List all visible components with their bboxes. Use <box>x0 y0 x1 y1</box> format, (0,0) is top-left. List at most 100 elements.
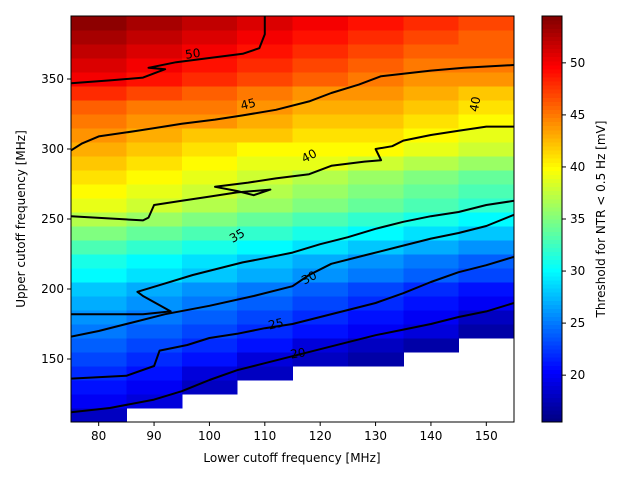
colorbar-segment <box>542 166 562 171</box>
contour-label: 35 <box>227 226 247 246</box>
heatmap-cell <box>403 324 460 339</box>
heatmap-cell <box>237 226 294 241</box>
colorbar-segment <box>542 28 562 33</box>
heatmap-cell <box>403 198 460 213</box>
heatmap-cell <box>126 128 183 143</box>
heatmap-cell <box>458 30 514 45</box>
heatmap-cell <box>181 366 238 381</box>
heatmap-cell <box>403 44 460 59</box>
colorbar-segment <box>542 255 562 261</box>
heatmap-cell <box>237 296 294 311</box>
heatmap-cell <box>403 226 460 241</box>
heatmap-cell <box>292 170 349 185</box>
x-tick-label: 100 <box>198 429 221 443</box>
colorbar-segment <box>542 36 562 41</box>
heatmap-cell <box>292 30 349 45</box>
heatmap-cell <box>458 142 514 157</box>
heatmap-cell <box>292 338 349 353</box>
heatmap-cell <box>237 282 294 297</box>
heatmap-cell <box>292 44 349 59</box>
colorbar-segment <box>542 324 562 330</box>
colorbar-segment <box>542 328 562 334</box>
heatmap-cell <box>458 268 514 283</box>
heatmap-cell <box>71 254 127 269</box>
contour-line-45 <box>71 64 514 152</box>
heatmap-cell <box>347 198 404 213</box>
heatmap-cell <box>458 170 514 185</box>
heatmap-cell <box>237 72 294 87</box>
contour-label: 50 <box>184 46 201 62</box>
colorbar-segment <box>542 271 562 277</box>
heatmap-cell <box>458 100 514 115</box>
heatmap-cell <box>237 254 294 269</box>
heatmap-cell <box>292 16 349 31</box>
heatmap-cell <box>237 170 294 185</box>
heatmap-cell <box>347 226 404 241</box>
heatmap-cell <box>237 352 294 367</box>
heatmap-cell <box>403 100 460 115</box>
heatmap-cell <box>403 16 460 31</box>
heatmap-cell <box>458 240 514 255</box>
heatmap-cell <box>237 58 294 73</box>
heatmap-cell <box>403 296 460 311</box>
colorbar-segment <box>542 405 562 411</box>
colorbar-segment <box>542 52 562 58</box>
colorbar-segment <box>542 141 562 147</box>
colorbar-segment <box>542 365 562 370</box>
colorbar-segment <box>542 320 562 326</box>
heatmap-cell <box>403 184 460 199</box>
heatmap-cell <box>126 268 183 283</box>
colorbar-segment <box>542 105 562 110</box>
heatmap-cell <box>403 30 460 45</box>
heatmap-cell <box>292 352 349 367</box>
heatmap-cell <box>292 226 349 241</box>
y-tick-label: 350 <box>41 72 64 86</box>
heatmap-cell <box>126 58 183 73</box>
heatmap-cell <box>347 254 404 269</box>
heatmap-cell <box>292 156 349 171</box>
heatmap-cell <box>292 254 349 269</box>
heatmap-cell <box>71 268 127 283</box>
heatmap-cell <box>126 16 183 31</box>
heatmap-cell <box>347 100 404 115</box>
heatmap-cell <box>126 226 183 241</box>
heatmap-cell <box>292 198 349 213</box>
heatmap-cell <box>237 128 294 143</box>
colorbar-segment <box>542 373 562 378</box>
heatmap-cell <box>71 86 127 101</box>
heatmap-cell <box>71 226 127 241</box>
colorbar-segment <box>542 101 562 106</box>
heatmap-cell <box>181 212 238 227</box>
heatmap-cell <box>181 254 238 269</box>
heatmap-cell <box>347 128 404 143</box>
heatmap-cell <box>126 170 183 185</box>
colorbar-segment <box>542 129 562 135</box>
colorbar-segment <box>542 93 562 98</box>
colorbar-segment <box>542 235 562 240</box>
heatmap-cell <box>181 170 238 185</box>
colorbar-frame <box>541 15 563 423</box>
heatmap-cell <box>403 86 460 101</box>
heatmap-cell <box>237 198 294 213</box>
heatmap-cell <box>71 240 127 255</box>
colorbar-segment <box>542 40 562 46</box>
colorbar-segment <box>542 312 562 318</box>
colorbar-segment <box>542 381 562 387</box>
colorbar-segment <box>542 154 562 159</box>
colorbar-segment <box>542 304 562 309</box>
colorbar-segment <box>542 332 562 338</box>
colorbar-segment <box>542 202 562 208</box>
heatmap-cell <box>403 338 460 353</box>
colorbar-tick-label: 40 <box>570 160 585 174</box>
colorbar-segment <box>542 283 562 289</box>
heatmap-cell <box>403 156 460 171</box>
colorbar-segment <box>542 80 562 86</box>
colorbar-segment <box>542 194 562 200</box>
heatmap-cell <box>292 58 349 73</box>
colorbar-segment <box>542 279 562 285</box>
heatmap-cell <box>181 114 238 129</box>
heatmap-cell <box>71 100 127 115</box>
heatmap-cell <box>181 226 238 241</box>
heatmap-cell <box>347 282 404 297</box>
